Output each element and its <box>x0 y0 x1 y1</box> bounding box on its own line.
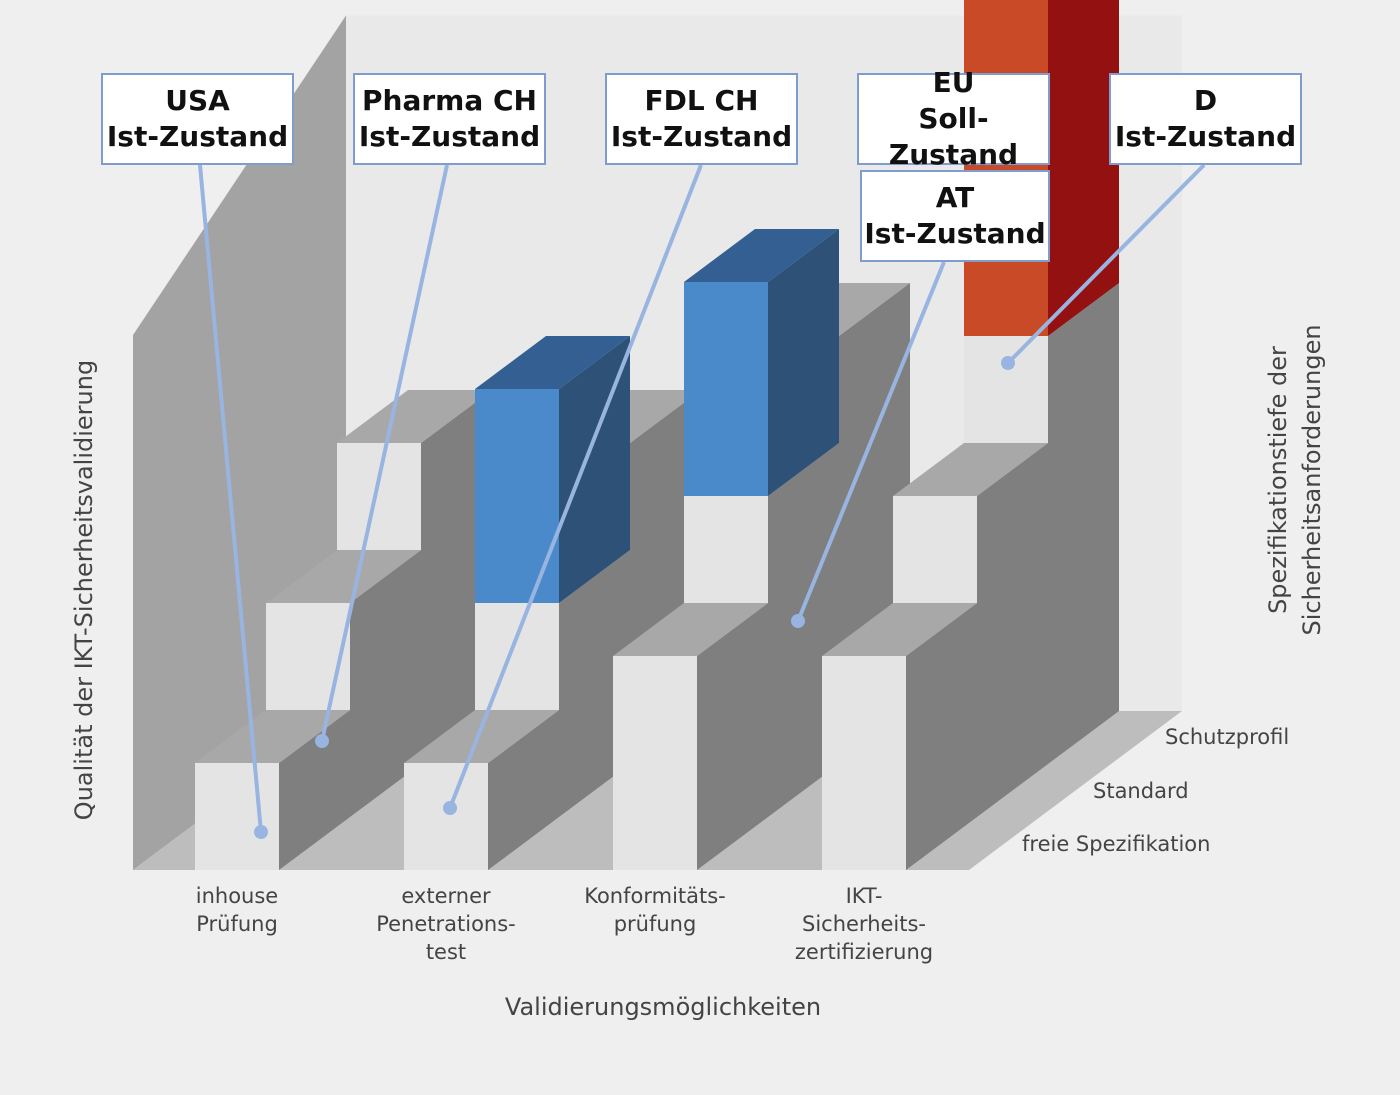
annotation-fdl-ch-line2: Ist-Zustand <box>610 120 793 153</box>
annotation-at: AT Ist-Zustand <box>860 170 1050 262</box>
bar-1-0 <box>404 710 559 870</box>
bar-at-2-1-side <box>768 229 839 496</box>
bar-at-1-1-top <box>475 336 630 389</box>
bar-3-0-side <box>906 603 977 870</box>
annotation-fdl-ch-line1: FDL CH <box>644 84 759 117</box>
bar-3-0-top <box>822 603 977 656</box>
bar-0-1-top <box>266 550 421 603</box>
leader-dot-4 <box>1001 356 1015 370</box>
bar-0-1-side <box>350 550 421 817</box>
bar-3-1-top <box>893 443 1048 496</box>
bar-1-0-side <box>488 710 559 870</box>
bar-1-0-top <box>404 710 559 763</box>
bar-at-1-1-side <box>559 336 630 603</box>
bar-2-0-front <box>613 656 697 870</box>
annotation-d: D Ist-Zustand <box>1109 73 1302 165</box>
bar-2-0-top <box>613 603 768 656</box>
x-tick-label-0-1: Prüfung <box>196 912 278 936</box>
x-tick-label-3-1: Sicherheits- <box>802 912 926 936</box>
x-tick-label-1-2: test <box>426 940 466 964</box>
bar-eu-3-2-side <box>1048 0 1119 336</box>
x-tick-label-1-0: externer <box>401 884 491 908</box>
bar-0-0-front <box>195 763 279 870</box>
leader-line-4 <box>1006 163 1206 365</box>
leader-line-2 <box>448 164 703 809</box>
annotation-eu-line1: EU <box>932 66 975 99</box>
leader-dot-0 <box>254 825 268 839</box>
leader-dot-2 <box>443 801 457 815</box>
bar-0-0-top <box>195 710 350 763</box>
leader-dot-3 <box>791 614 805 628</box>
chart-labels: Validierungsmöglichkeiten Qualität der I… <box>70 324 1326 1021</box>
bar-0-2-top <box>337 390 492 443</box>
bar-2-0 <box>613 603 768 870</box>
annotation-fdl-ch: FDL CH Ist-Zustand <box>605 73 798 165</box>
leader-line-1 <box>320 164 449 742</box>
annotation-eu: EU Soll-Zustand <box>857 66 1050 171</box>
bar-1-1-side <box>559 550 630 817</box>
depth-label-freie-spezifikation: freie Spezifikation <box>1022 832 1210 856</box>
x-tick-label-2-0: Konformitäts- <box>584 884 726 908</box>
bar-3-0-front <box>822 656 906 870</box>
annotation-at-line2: Ist-Zustand <box>864 217 1046 250</box>
annotation-usa: USA Ist-Zustand <box>101 73 294 165</box>
annotation-usa-line2: Ist-Zustand <box>106 120 289 153</box>
z-axis-title-line2: Sicherheitsanforderungen <box>1298 324 1326 635</box>
bar-at-2-1 <box>684 229 839 496</box>
bar-0-0-side <box>279 710 350 870</box>
annotation-pharma-ch: Pharma CH Ist-Zustand <box>353 73 546 165</box>
annotation-at-line1: AT <box>935 181 975 214</box>
bar-at-2-1-top <box>684 229 839 282</box>
bar-at-1-1-front <box>475 389 559 603</box>
annotation-usa-line1: USA <box>165 84 230 117</box>
leader-line-3 <box>796 261 946 622</box>
bar-2-1-side <box>768 443 839 817</box>
annotation-eu-line2: Soll-Zustand <box>888 102 1019 171</box>
leader-line-0 <box>198 164 263 833</box>
bar-3-0 <box>822 603 977 870</box>
annotation-pharma-ch-line1: Pharma CH <box>362 84 537 117</box>
y-axis-title: Qualität der IKT-Sicherheitsvalidierung <box>70 360 98 820</box>
x-axis-title: Validierungsmöglichkeiten <box>505 993 821 1021</box>
depth-label-standard: Standard <box>1093 779 1189 803</box>
x-tick-label-3-2: zertifizierung <box>795 940 933 964</box>
bar-3-2-side <box>1048 283 1119 764</box>
bar-0-2-side <box>421 390 492 764</box>
bar-1-0-front <box>404 763 488 870</box>
bar-at-1-1 <box>475 336 630 603</box>
depth-label-schutzprofil: Schutzprofil <box>1165 725 1289 749</box>
bar-3-1-side <box>977 443 1048 817</box>
x-tick-label-3-0: IKT- <box>846 884 883 908</box>
x-tick-label-2-1: prüfung <box>614 912 697 936</box>
annotation-pharma-ch-line2: Ist-Zustand <box>358 120 541 153</box>
z-axis-title-line1: Spezifikationstiefe der <box>1264 346 1292 614</box>
bar-at-2-1-front <box>684 282 768 496</box>
leader-dot-1 <box>315 734 329 748</box>
annotation-d-line1: D <box>1193 84 1218 117</box>
x-tick-label-1-1: Penetrations- <box>376 912 516 936</box>
x-tick-label-0-0: inhouse <box>196 884 278 908</box>
annotation-leaders <box>198 163 1206 839</box>
bar-2-0-side <box>697 603 768 870</box>
annotation-d-line2: Ist-Zustand <box>1114 120 1297 153</box>
